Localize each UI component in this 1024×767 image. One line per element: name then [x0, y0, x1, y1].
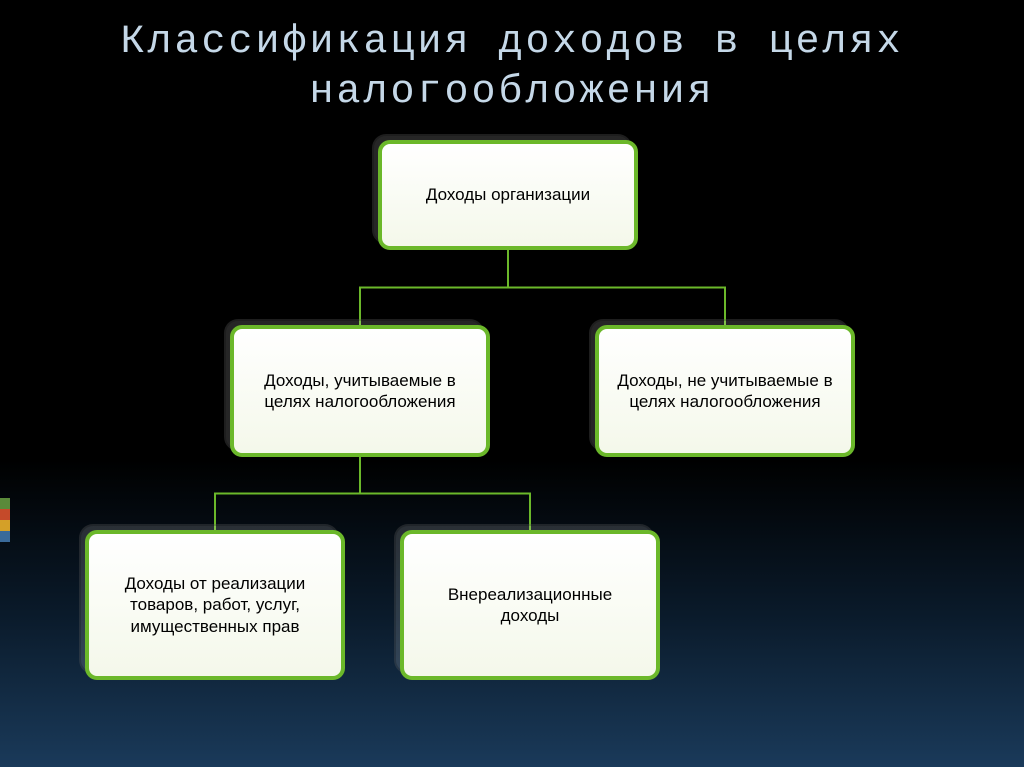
org-chart: Доходы организации Доходы, учитываемые в …: [0, 130, 1024, 730]
node-box: Доходы, не учитываемые в целях налогообл…: [595, 325, 855, 457]
node-n3: Доходы от реализации товаров, работ, усл…: [85, 530, 345, 680]
node-n2: Доходы, не учитываемые в целях налогообл…: [595, 325, 855, 457]
connector: [360, 457, 530, 530]
node-box: Внереализационные доходы: [400, 530, 660, 680]
node-box: Доходы, учитываемые в целях налогообложе…: [230, 325, 490, 457]
node-box: Доходы от реализации товаров, работ, усл…: [85, 530, 345, 680]
sidebar-swatch: [0, 531, 10, 542]
connector: [215, 457, 360, 530]
sidebar-swatch: [0, 520, 10, 531]
node-n4: Внереализационные доходы: [400, 530, 660, 680]
page-title: Классификация доходов в целях налогообло…: [0, 0, 1024, 118]
node-root: Доходы организации: [378, 140, 638, 250]
node-n1: Доходы, учитываемые в целях налогообложе…: [230, 325, 490, 457]
connector: [508, 250, 725, 325]
node-box: Доходы организации: [378, 140, 638, 250]
connector: [360, 250, 508, 325]
decoration-sidebar: [0, 498, 10, 542]
sidebar-swatch: [0, 498, 10, 509]
sidebar-swatch: [0, 509, 10, 520]
